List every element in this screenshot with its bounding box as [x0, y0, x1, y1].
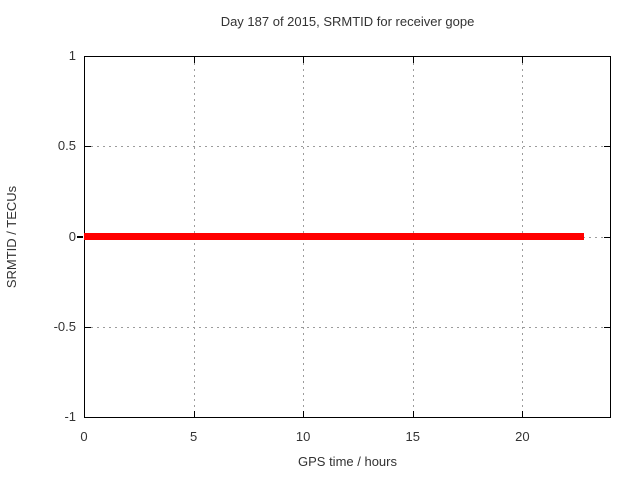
x-tick-label: 10	[295, 429, 311, 444]
y-tick-left	[85, 146, 91, 148]
y-tick-left	[85, 326, 91, 328]
x-tick-bottom	[522, 411, 524, 417]
data-series-line	[84, 233, 584, 240]
y-tick-right	[604, 236, 610, 238]
x-tick-bottom	[303, 411, 305, 417]
y-tick-right	[604, 326, 610, 328]
x-tick-label: 20	[515, 429, 530, 444]
y-tick-label: -0.5	[53, 318, 76, 334]
y-tick-right	[604, 146, 610, 148]
x-axis-label: GPS time / hours	[298, 454, 397, 469]
x-tick-top	[522, 57, 524, 63]
y-gridline	[85, 326, 610, 328]
x-tick-bottom	[412, 411, 414, 417]
y-tick-label: 1	[68, 48, 76, 63]
x-tick-label: 15	[405, 429, 420, 444]
y-tick-label: -1	[64, 409, 76, 424]
x-tick-top	[193, 57, 195, 63]
x-tick-bottom	[193, 411, 195, 417]
x-tick-top	[303, 57, 305, 63]
x-tick-label: 5	[189, 429, 198, 444]
chart-title: Day 187 of 2015, SRMTID for receiver gop…	[220, 14, 475, 29]
x-tick-top	[412, 57, 414, 63]
x-tick-label: 0	[80, 429, 88, 444]
y-tick-label: 0	[68, 228, 76, 244]
y-gridline	[85, 146, 610, 148]
y-tick-label: 0.5	[57, 138, 76, 154]
y-zero-outer-tick	[77, 235, 83, 238]
